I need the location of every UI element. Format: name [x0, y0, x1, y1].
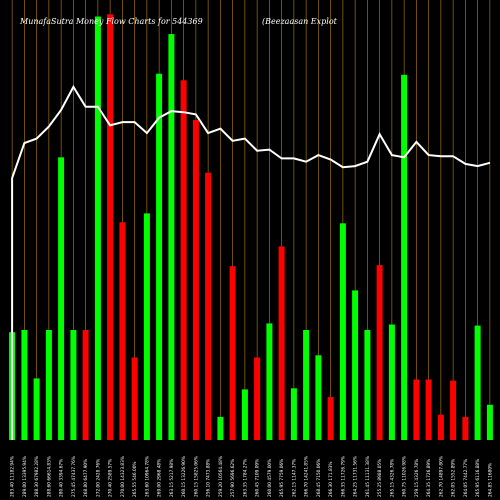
bar-red	[437, 414, 444, 440]
bar-green	[168, 34, 175, 440]
x-tick-label: 268.80 6477.90%	[83, 459, 89, 497]
bar-green	[266, 323, 273, 440]
bar-green	[303, 330, 310, 440]
x-tick-label: 270.40 2589.57%	[108, 459, 114, 497]
bar-green	[339, 223, 346, 440]
bar-green	[401, 74, 408, 441]
x-tick-label: 265.95 6116.88%	[475, 459, 481, 497]
x-tick-label: 260.15 15825.06%	[193, 456, 199, 497]
bar-green	[94, 16, 101, 440]
x-tick-label: 280.40 3394.67%	[59, 459, 65, 497]
bar-green	[315, 355, 322, 440]
bar-red	[376, 265, 383, 440]
x-tick-label: 266.30 171.83%	[328, 461, 334, 497]
x-tick-label: 265.15 4326.78%	[389, 459, 395, 497]
trend-line	[11, 84, 491, 440]
bar-green	[156, 73, 163, 440]
x-tick-label: 268.45 7150.06%	[316, 459, 322, 497]
bar-green	[290, 388, 297, 440]
bar-red	[413, 379, 420, 440]
x-tick-label: 256.10 7473.88%	[206, 459, 212, 497]
x-tick-label: 264.35 1726.89%	[426, 459, 432, 497]
x-tick-label: 262.05 1552.89%	[451, 459, 457, 497]
x-tick-label: 257.90 5696.62%	[230, 459, 236, 497]
bar-green	[352, 290, 359, 440]
x-tick-label: 264.25 11731.56%	[353, 456, 359, 497]
bar-red	[107, 14, 114, 441]
bar-red	[119, 222, 126, 440]
bar-red	[229, 266, 236, 440]
x-tick-label: 275.45 47437.76%	[71, 456, 77, 497]
x-tick-label: 264.85 11680%	[487, 463, 493, 497]
x-tick-label: 255.25 8988.05%	[377, 459, 383, 497]
bar-green	[217, 416, 224, 440]
x-tick-label: 263.60 10964.78%	[144, 456, 150, 497]
bar-green	[45, 330, 52, 440]
x-tick-label: 265.55 546.00%	[132, 461, 138, 497]
bar-green	[21, 330, 28, 440]
bar-green	[364, 330, 371, 440]
bar-red	[82, 330, 89, 440]
x-tick-label: 259.15 4326.78%	[414, 459, 420, 497]
x-tick-label: 288.30 67982.28%	[34, 456, 40, 497]
x-tick-label: 264.05 7442.77%	[463, 459, 469, 497]
x-tick-label: 260.75 11026.98%	[402, 456, 408, 497]
x-tick-label: 260.45 7109.09%	[255, 459, 261, 497]
bar-red	[205, 172, 212, 440]
x-tick-label: 259.20 10564.48%	[218, 456, 224, 497]
bar-green	[474, 325, 481, 440]
chart-subtitle: (Beezaasan Explot	[262, 17, 338, 26]
bar-green	[388, 324, 395, 440]
x-tick-label: 272.00 2428.76%	[95, 459, 101, 497]
x-tick-label: 262.70 14897.80%	[438, 456, 444, 497]
x-tick-label: 266.35 11726.79%	[340, 456, 346, 497]
x-axis-labels: 283.40 11182.94% 289.00 13395.94% 288.30 6…	[10, 456, 494, 497]
x-tick-label: 265.95 7759.06%	[279, 459, 285, 497]
bar-green	[486, 404, 493, 440]
bar-red	[131, 357, 138, 440]
x-tick-label: 289.00 13395.94%	[22, 456, 28, 497]
bar-red	[254, 357, 261, 440]
x-tick-label: 261.45 11131.38%	[365, 456, 371, 497]
bar-green	[58, 157, 65, 441]
bar-red	[192, 119, 199, 441]
x-tick-label: 260.00 4579.00%	[267, 459, 273, 497]
bar-series	[9, 14, 493, 441]
chart-title: MunafaSutra Money Flow Charts for 544369	[19, 17, 203, 26]
bar-red	[327, 397, 334, 440]
x-tick-label: 270.00 14323.83%	[120, 456, 126, 497]
x-tick-label: 262.15 1147.37%	[291, 459, 297, 497]
bar-red	[180, 80, 187, 441]
bar-green	[70, 330, 77, 440]
x-tick-label: 263.35 1784.27%	[242, 459, 248, 497]
x-tick-label: 288.60 66614.83%	[46, 456, 52, 497]
bar-red	[425, 379, 432, 440]
bar-red	[450, 380, 457, 440]
bar-red	[278, 246, 285, 440]
bar-green	[33, 378, 40, 440]
x-tick-label: 266.70 14241.85%	[304, 456, 310, 497]
x-tick-label: 263.15 5217.98%	[169, 459, 175, 497]
x-tick-label: 260.15 13226.90%	[181, 456, 187, 497]
bar-green	[143, 213, 150, 440]
bar-red	[462, 416, 469, 440]
x-tick-label: 269.00 2968.48%	[157, 459, 163, 497]
bar-green	[241, 389, 248, 440]
x-tick-label: 283.40 11182.94%	[10, 456, 16, 497]
